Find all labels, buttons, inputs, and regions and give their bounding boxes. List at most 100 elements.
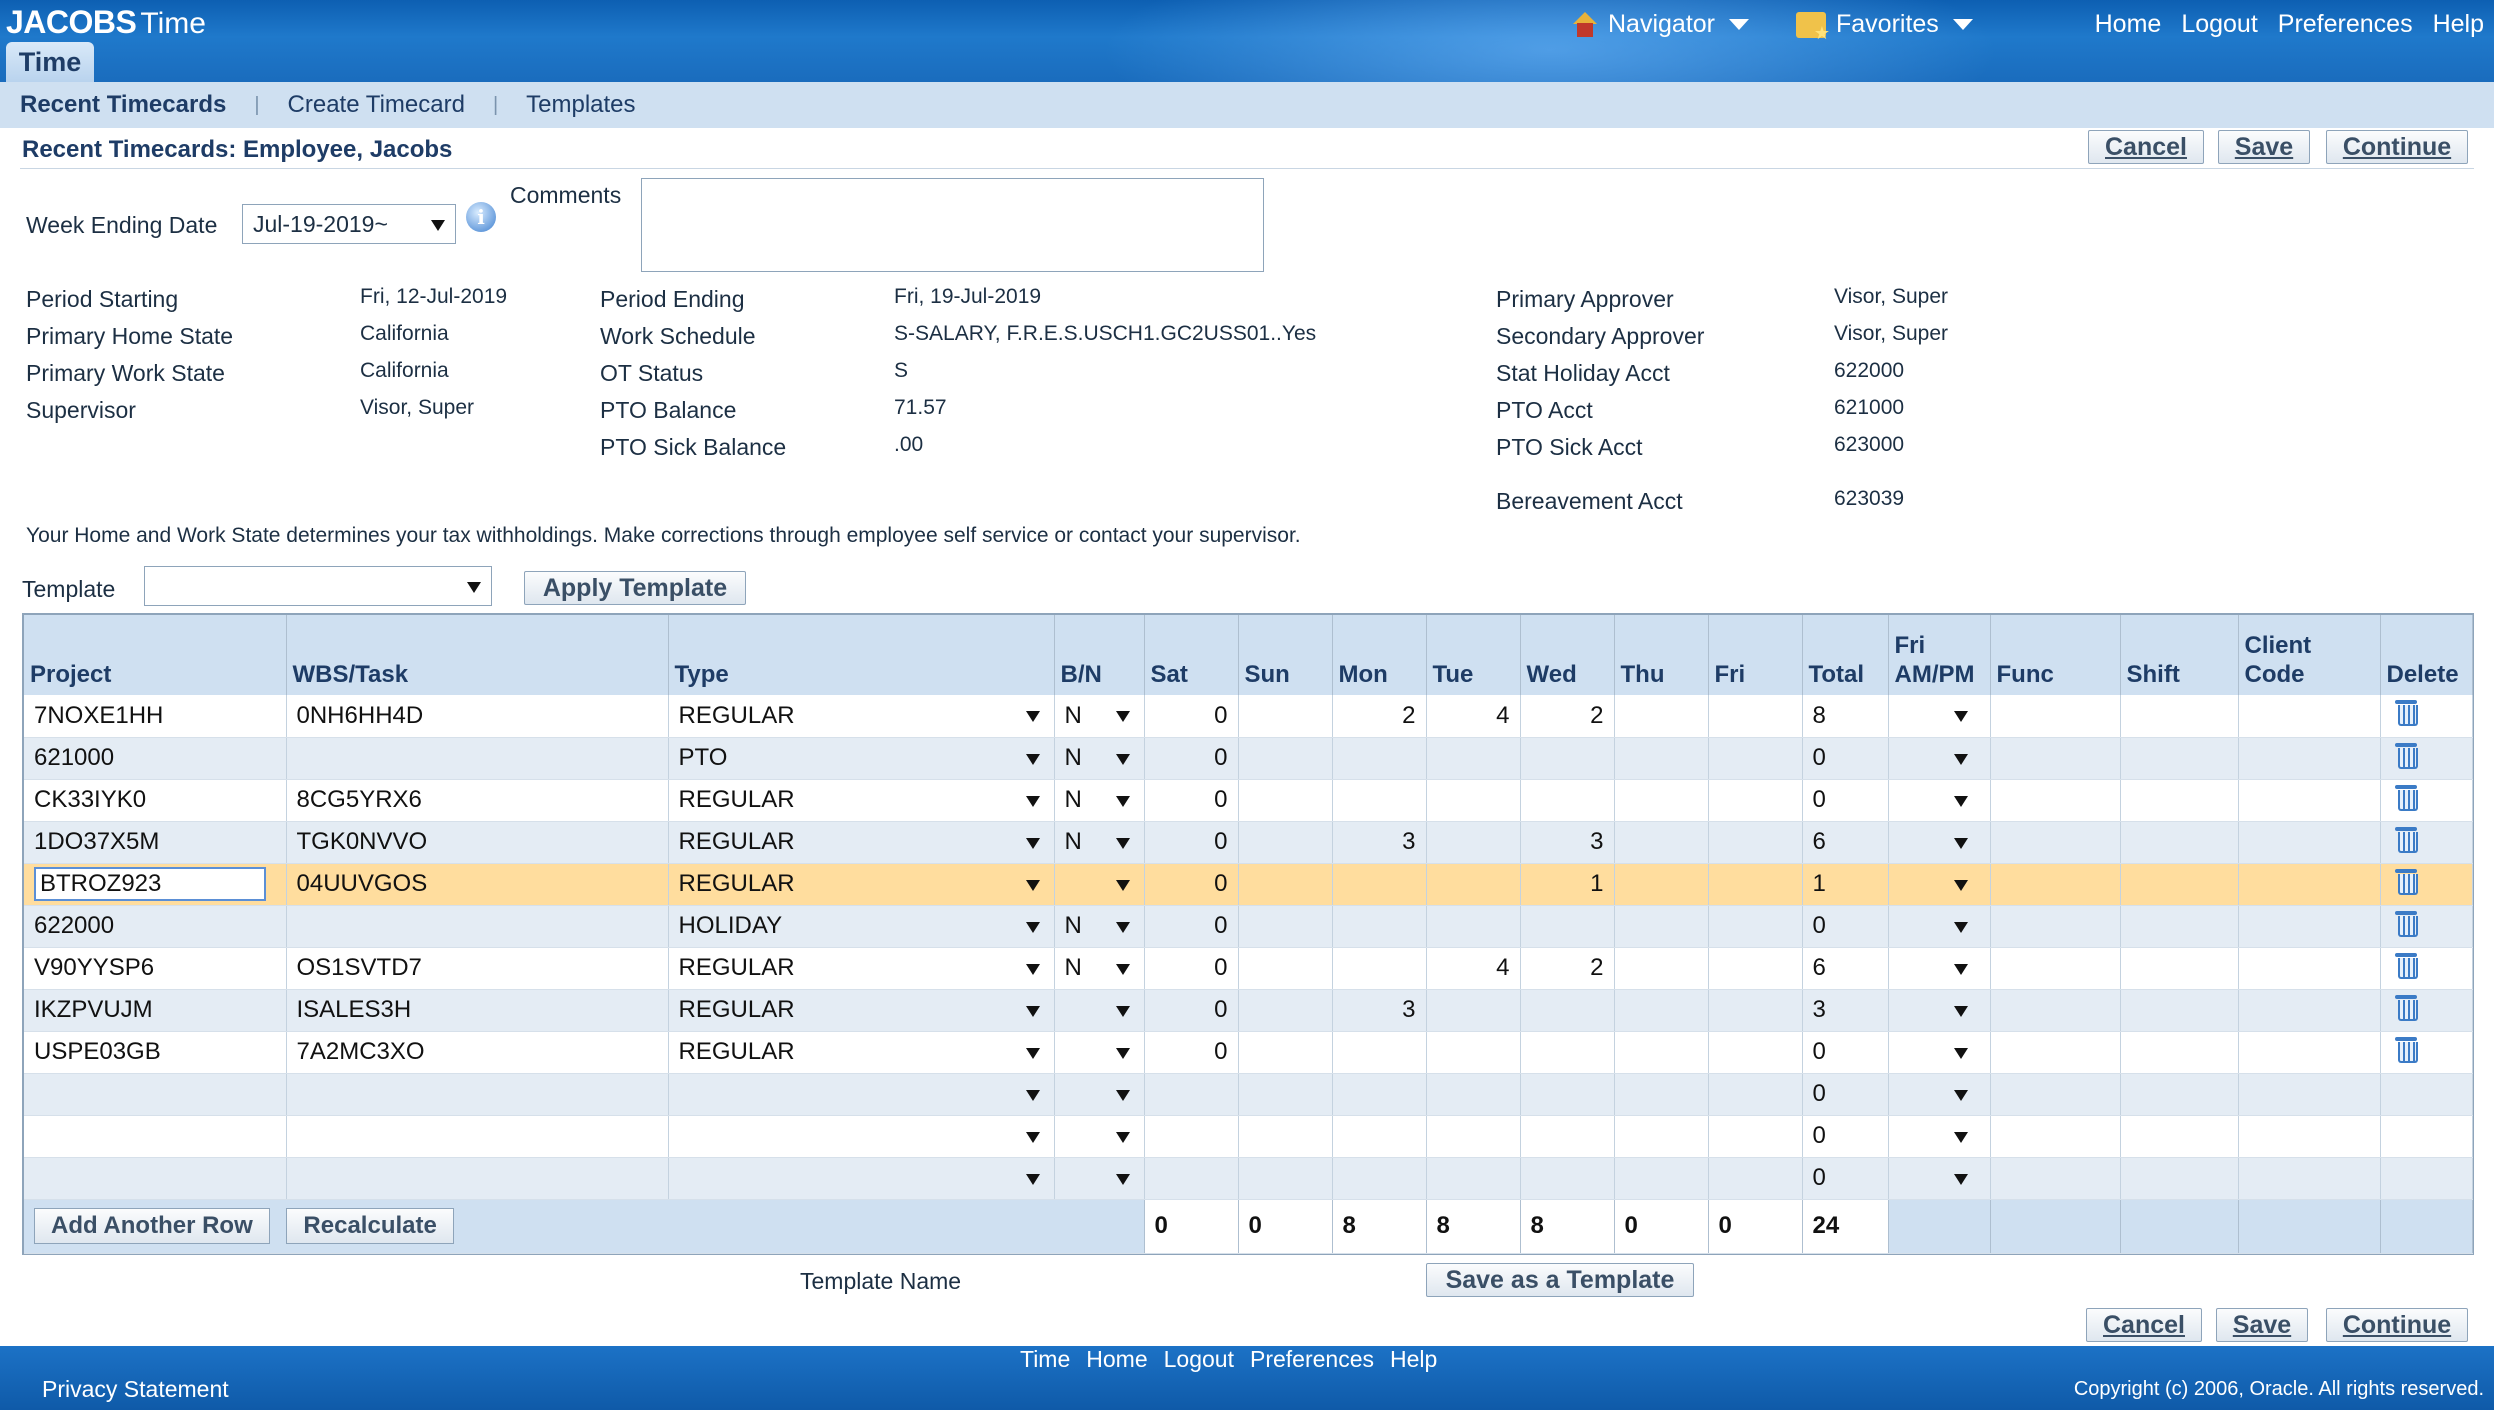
hours-sat[interactable]: 0 <box>1144 695 1239 738</box>
func-cell[interactable] <box>1990 1031 2121 1074</box>
hours-wed[interactable] <box>1520 1031 1615 1074</box>
shift-cell[interactable] <box>2120 821 2239 864</box>
hours-fri[interactable] <box>1708 1157 1803 1200</box>
wbs-task-cell[interactable]: ISALES3H <box>286 989 669 1032</box>
client-code-cell[interactable] <box>2238 863 2381 906</box>
project-cell[interactable]: IKZPVUJM <box>24 989 287 1032</box>
hours-sun[interactable] <box>1238 989 1333 1032</box>
hours-sun[interactable] <box>1238 863 1333 906</box>
type-select[interactable]: REGULAR <box>668 1031 1055 1074</box>
shift-cell[interactable] <box>2120 1115 2239 1158</box>
func-cell[interactable] <box>1990 947 2121 990</box>
project-cell[interactable]: 1DO37X5M <box>24 821 287 864</box>
shift-cell[interactable] <box>2120 1157 2239 1200</box>
type-select[interactable]: REGULAR <box>668 821 1055 864</box>
bn-select[interactable] <box>1054 1073 1145 1116</box>
tab-time[interactable]: Time <box>6 42 94 82</box>
fri-ampm-select[interactable] <box>1888 947 1991 990</box>
hours-fri[interactable] <box>1708 1073 1803 1116</box>
hours-wed[interactable] <box>1520 1073 1615 1116</box>
hours-wed[interactable] <box>1520 737 1615 780</box>
func-cell[interactable] <box>1990 905 2121 948</box>
subnav-create-timecard[interactable]: Create Timecard <box>287 91 465 118</box>
hours-mon[interactable]: 3 <box>1332 989 1427 1032</box>
trash-icon[interactable] <box>2394 868 2418 895</box>
shift-cell[interactable] <box>2120 779 2239 822</box>
type-select[interactable] <box>668 1115 1055 1158</box>
bn-select[interactable]: N <box>1054 695 1145 738</box>
fri-ampm-select[interactable] <box>1888 989 1991 1032</box>
subnav-recent-timecards[interactable]: Recent Timecards <box>20 91 227 118</box>
bn-select[interactable] <box>1054 1031 1145 1074</box>
hours-fri[interactable] <box>1708 947 1803 990</box>
hours-sun[interactable] <box>1238 821 1333 864</box>
hours-tue[interactable] <box>1426 1031 1521 1074</box>
hours-sun[interactable] <box>1238 779 1333 822</box>
hours-wed[interactable] <box>1520 989 1615 1032</box>
hours-sat[interactable]: 0 <box>1144 821 1239 864</box>
comments-field[interactable] <box>641 178 1264 272</box>
project-cell[interactable]: 621000 <box>24 737 287 780</box>
wbs-task-cell[interactable]: TGK0NVVO <box>286 821 669 864</box>
type-select[interactable]: REGULAR <box>668 989 1055 1032</box>
trash-icon[interactable] <box>2394 1036 2418 1063</box>
hours-sat[interactable]: 0 <box>1144 989 1239 1032</box>
wbs-task-cell[interactable] <box>286 737 669 780</box>
client-code-cell[interactable] <box>2238 1157 2381 1200</box>
hours-mon[interactable] <box>1332 1073 1427 1116</box>
hours-sat[interactable]: 0 <box>1144 947 1239 990</box>
hours-fri[interactable] <box>1708 737 1803 780</box>
hours-tue[interactable] <box>1426 1157 1521 1200</box>
client-code-cell[interactable] <box>2238 905 2381 948</box>
type-select[interactable]: REGULAR <box>668 779 1055 822</box>
hours-thu[interactable] <box>1614 1157 1709 1200</box>
favorites-menu[interactable]: Favorites <box>1796 10 1973 44</box>
hours-thu[interactable] <box>1614 905 1709 948</box>
hours-thu[interactable] <box>1614 947 1709 990</box>
client-code-cell[interactable] <box>2238 779 2381 822</box>
hours-mon[interactable] <box>1332 1031 1427 1074</box>
hours-fri[interactable] <box>1708 695 1803 738</box>
type-select[interactable]: REGULAR <box>668 947 1055 990</box>
wbs-task-cell[interactable] <box>286 1157 669 1200</box>
cancel-button-top[interactable]: Cancel <box>2088 130 2204 164</box>
hours-mon[interactable] <box>1332 947 1427 990</box>
hours-wed[interactable]: 3 <box>1520 821 1615 864</box>
hours-thu[interactable] <box>1614 779 1709 822</box>
bn-select[interactable] <box>1054 1115 1145 1158</box>
hours-sat[interactable] <box>1144 1073 1239 1116</box>
hours-tue[interactable] <box>1426 989 1521 1032</box>
hours-thu[interactable] <box>1614 737 1709 780</box>
hours-tue[interactable] <box>1426 779 1521 822</box>
save-as-template-button[interactable]: Save as a Template <box>1426 1263 1694 1297</box>
hours-sun[interactable] <box>1238 1073 1333 1116</box>
recalculate-button[interactable]: Recalculate <box>286 1208 454 1244</box>
project-cell[interactable] <box>24 1157 287 1200</box>
hours-sun[interactable] <box>1238 905 1333 948</box>
week-ending-select[interactable]: Jul-19-2019~ <box>242 204 456 244</box>
type-select[interactable]: HOLIDAY <box>668 905 1055 948</box>
project-cell[interactable]: BTROZ923 <box>24 863 287 906</box>
hours-wed[interactable] <box>1520 1157 1615 1200</box>
apply-template-button[interactable]: Apply Template <box>524 571 746 605</box>
hours-sat[interactable]: 0 <box>1144 779 1239 822</box>
trash-icon[interactable] <box>2394 700 2418 727</box>
shift-cell[interactable] <box>2120 737 2239 780</box>
navigator-menu[interactable]: Navigator <box>1572 10 1749 39</box>
fri-ampm-select[interactable] <box>1888 1115 1991 1158</box>
hours-sun[interactable] <box>1238 1115 1333 1158</box>
hours-sun[interactable] <box>1238 737 1333 780</box>
func-cell[interactable] <box>1990 1115 2121 1158</box>
fri-ampm-select[interactable] <box>1888 737 1991 780</box>
func-cell[interactable] <box>1990 989 2121 1032</box>
trash-icon[interactable] <box>2394 994 2418 1021</box>
func-cell[interactable] <box>1990 737 2121 780</box>
wbs-task-cell[interactable] <box>286 1073 669 1116</box>
hours-wed[interactable]: 2 <box>1520 947 1615 990</box>
hours-tue[interactable] <box>1426 1073 1521 1116</box>
hours-tue[interactable] <box>1426 863 1521 906</box>
hours-mon[interactable] <box>1332 1115 1427 1158</box>
hours-sun[interactable] <box>1238 1031 1333 1074</box>
help-link[interactable]: Help <box>2432 10 2484 38</box>
hours-tue[interactable] <box>1426 1115 1521 1158</box>
